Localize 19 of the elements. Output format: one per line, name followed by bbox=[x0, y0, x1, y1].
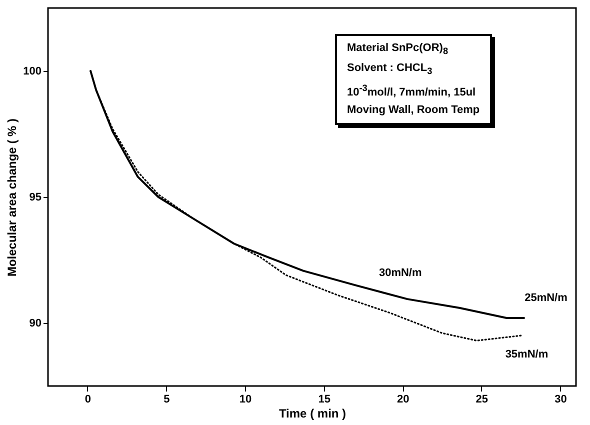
y-tick-label: 95 bbox=[29, 192, 42, 204]
y-tick-label: 100 bbox=[23, 66, 42, 78]
x-tick-label: 15 bbox=[318, 394, 330, 406]
annotation: Moving Wall, Room Temp bbox=[347, 103, 480, 118]
annotation: 10$^{-3}$mol/l, 7mm/min, 15ul bbox=[347, 82, 477, 102]
y-axis-title: Molecular area change ( % ) bbox=[5, 118, 20, 277]
x-tick-label: 5 bbox=[164, 394, 170, 406]
x-tick-label: 20 bbox=[397, 394, 410, 406]
annotation: Solvent : CHCL$_{3}$ bbox=[347, 61, 434, 78]
y-tick-label: 90 bbox=[29, 318, 42, 330]
x-tick-label: 0 bbox=[84, 394, 91, 406]
annotation: 35mN/m bbox=[505, 348, 548, 361]
annotation: 25mN/m bbox=[524, 292, 568, 304]
annotation: Material SnPc(OR)$_{8}$ bbox=[347, 41, 450, 58]
x-tick-label: 30 bbox=[554, 394, 567, 406]
annotation: 30mN/m bbox=[378, 267, 422, 280]
x-axis-title: Time ( min ) bbox=[278, 406, 346, 420]
x-tick-label: 25 bbox=[476, 394, 488, 406]
x-tick-label: 10 bbox=[239, 394, 252, 406]
